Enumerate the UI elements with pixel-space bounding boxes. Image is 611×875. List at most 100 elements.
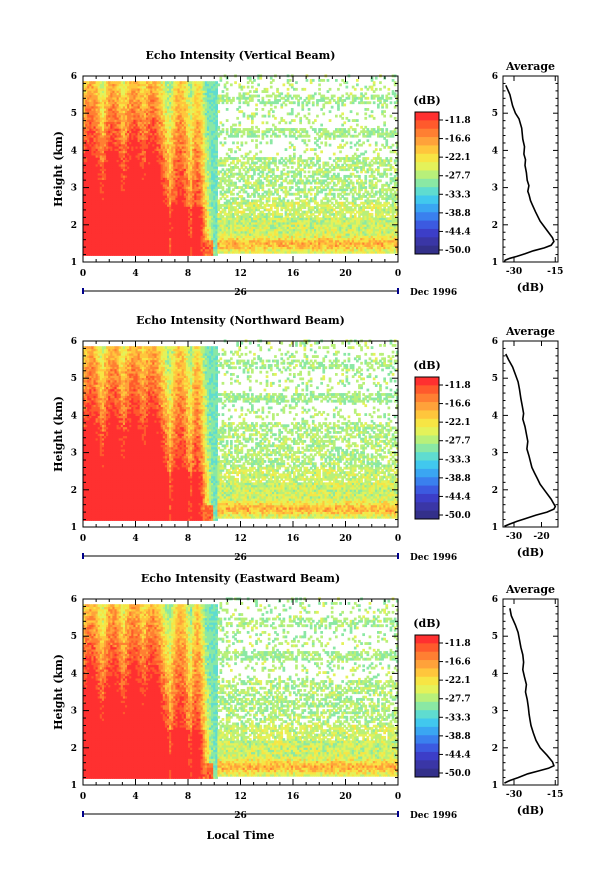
heatmap-cell bbox=[118, 85, 122, 89]
heatmap-cell bbox=[110, 192, 113, 196]
heatmap-cell bbox=[91, 232, 95, 236]
heatmap-cell bbox=[95, 137, 99, 140]
heatmap-cell bbox=[114, 174, 118, 178]
heatmap-cell bbox=[122, 170, 126, 174]
heatmap-cell bbox=[127, 137, 130, 140]
heatmap-cell bbox=[131, 179, 134, 183]
heatmap-cell bbox=[91, 226, 95, 230]
heatmap-cell bbox=[97, 201, 101, 205]
heatmap-cell bbox=[104, 157, 107, 160]
heatmap-cell bbox=[93, 107, 97, 111]
heatmap-cell bbox=[95, 232, 99, 236]
heatmap-cell bbox=[131, 121, 134, 125]
heatmap-cell bbox=[93, 90, 97, 93]
heatmap-cell bbox=[83, 128, 86, 131]
heatmap-cell bbox=[85, 239, 88, 243]
heatmap-cell bbox=[85, 83, 88, 87]
heatmap-cell bbox=[110, 143, 113, 147]
heatmap-cell bbox=[112, 199, 116, 203]
heatmap-cell bbox=[118, 152, 122, 156]
heatmap-cell bbox=[99, 132, 103, 136]
heatmap-cell bbox=[112, 244, 116, 247]
heatmap-cell bbox=[129, 125, 132, 129]
heatmap-cell bbox=[108, 230, 111, 234]
heatmap-cell bbox=[99, 253, 103, 256]
heatmap-cell bbox=[110, 215, 113, 218]
heatmap-cell bbox=[110, 241, 113, 245]
heatmap-cell bbox=[110, 181, 113, 185]
heatmap-cell bbox=[101, 239, 105, 243]
heatmap-cell bbox=[127, 190, 130, 194]
heatmap-cell bbox=[118, 141, 122, 145]
heatmap-cell bbox=[87, 203, 90, 207]
heatmap-cell bbox=[85, 152, 88, 156]
heatmap-cell bbox=[112, 188, 116, 192]
heatmap-cell bbox=[112, 179, 116, 183]
heatmap-cell bbox=[129, 119, 132, 122]
heatmap-cell bbox=[93, 199, 97, 203]
heatmap-cell bbox=[112, 250, 116, 254]
heatmap-cell bbox=[114, 192, 118, 196]
heatmap-cell bbox=[120, 87, 124, 91]
heatmap-cell bbox=[112, 159, 116, 163]
heatmap-cell bbox=[85, 94, 88, 98]
heatmap-cell bbox=[99, 107, 103, 111]
heatmap-cell bbox=[116, 230, 120, 234]
heatmap-cell bbox=[131, 132, 134, 136]
heatmap-cell bbox=[83, 228, 86, 232]
heatmap-cell bbox=[125, 121, 128, 125]
heatmap-cell bbox=[89, 232, 92, 236]
heatmap-cell bbox=[125, 241, 128, 245]
heatmap-cell bbox=[127, 92, 130, 96]
heatmap-cell bbox=[112, 174, 116, 178]
heatmap-cell bbox=[101, 107, 105, 111]
heatmap-cell bbox=[120, 226, 124, 230]
heatmap-cell bbox=[116, 190, 120, 194]
heatmap-cell bbox=[87, 181, 90, 185]
heatmap-cell bbox=[108, 199, 111, 203]
heatmap-cell bbox=[104, 92, 107, 96]
heatmap-cell bbox=[99, 116, 103, 120]
heatmap-cell bbox=[91, 241, 95, 245]
heatmap-cell bbox=[87, 154, 90, 158]
heatmap-cell bbox=[116, 197, 120, 201]
heatmap-cell bbox=[95, 107, 99, 111]
heatmap-cell bbox=[106, 170, 109, 174]
heatmap-cell bbox=[97, 128, 101, 131]
heatmap-cell bbox=[106, 128, 109, 131]
heatmap-cell bbox=[110, 154, 113, 158]
heatmap-cell bbox=[108, 244, 111, 247]
heatmap-cell bbox=[116, 125, 120, 129]
heatmap-cell bbox=[104, 241, 107, 245]
heatmap-cell bbox=[114, 210, 118, 214]
heatmap-cell bbox=[106, 163, 109, 167]
heatmap-cell bbox=[120, 152, 124, 156]
heatmap-cell bbox=[87, 150, 90, 154]
heatmap-cell bbox=[108, 232, 111, 236]
heatmap-cell bbox=[83, 237, 86, 241]
heatmap-cell bbox=[93, 128, 97, 131]
heatmap-cell bbox=[99, 123, 103, 127]
heatmap-cell bbox=[95, 139, 99, 143]
heatmap-cell bbox=[112, 195, 116, 198]
heatmap-cell bbox=[89, 150, 92, 154]
heatmap-cell bbox=[131, 83, 134, 87]
heatmap-cell bbox=[85, 123, 88, 127]
heatmap-cell bbox=[91, 119, 95, 122]
heatmap-cell bbox=[101, 217, 105, 221]
heatmap-cell bbox=[116, 110, 120, 114]
heatmap-cell bbox=[83, 87, 86, 91]
heatmap-cell bbox=[125, 137, 128, 140]
heatmap-cell bbox=[120, 85, 124, 89]
heatmap-cell bbox=[129, 81, 132, 85]
heatmap-cell bbox=[89, 186, 92, 189]
heatmap-cell bbox=[104, 250, 107, 254]
heatmap-cell bbox=[87, 210, 90, 214]
heatmap-cell bbox=[106, 215, 109, 218]
heatmap-cell bbox=[122, 203, 126, 207]
heatmap-cell bbox=[112, 148, 116, 151]
heatmap-cell bbox=[83, 235, 86, 239]
heatmap-cell bbox=[87, 87, 90, 91]
heatmap-cell bbox=[112, 112, 116, 116]
heatmap-cell bbox=[95, 228, 99, 232]
